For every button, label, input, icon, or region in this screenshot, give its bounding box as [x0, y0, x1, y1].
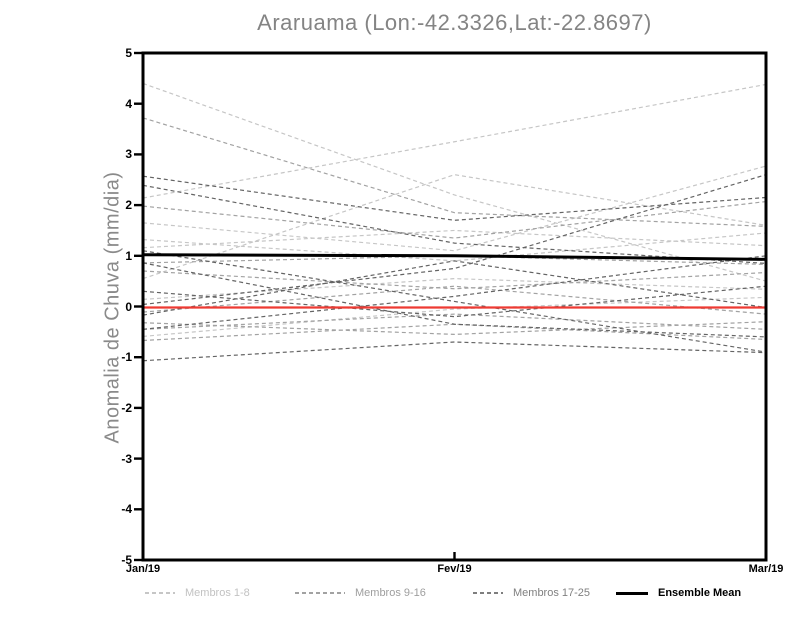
member-line-membros-1-8-1	[142, 82, 767, 282]
member-line-membros-1-8-8	[142, 296, 767, 338]
member-line-membros-17-25-4	[142, 260, 767, 316]
member-line-membros-1-8-3	[142, 165, 767, 252]
x-tick-label-Mar-19: Mar/19	[748, 563, 784, 575]
chart-title: Araruama (Lon:-42.3326,Lat:-22.8697)	[257, 10, 652, 35]
ensemble-mean-line	[142, 253, 767, 261]
member-line-membros-9-16-1	[142, 117, 767, 227]
member-line-membros-17-25-3	[142, 174, 767, 306]
member-line-membros-17-25-7	[142, 341, 767, 362]
member-line-membros-1-8-2	[142, 83, 767, 199]
member-line-membros-1-8-5	[142, 229, 767, 249]
member-line-membros-17-25-1	[142, 175, 767, 221]
legend-dashed-line-swatch	[145, 592, 175, 594]
member-line-membros-1-8-7	[142, 278, 767, 301]
member-line-membros-9-16-5	[142, 285, 767, 315]
legend-item-3: Membros 17-25	[473, 586, 590, 600]
member-line-membros-17-25-9	[142, 285, 767, 318]
member-line-membros-9-16-2	[142, 200, 767, 239]
y-tick-label--4: -4	[121, 502, 132, 517]
member-line-membros-1-8-6	[142, 174, 767, 280]
y-tick-label--2: -2	[121, 400, 132, 415]
member-line-membros-1-8-4	[142, 232, 767, 262]
legend-item-1: Membros 1-8	[145, 586, 250, 600]
legend-dashed-line-swatch	[473, 592, 503, 594]
member-line-membros-17-25-5	[142, 250, 767, 353]
y-tick-label-3: 3	[125, 147, 132, 162]
y-tick-label--3: -3	[121, 451, 132, 466]
x-tick-label-Fev-19: Fev/19	[437, 563, 472, 575]
legend-item-2: Membros 9-16	[295, 586, 426, 600]
legend-label: Ensemble Mean	[658, 586, 742, 599]
member-line-membros-17-25-8	[142, 262, 767, 338]
member-line-membros-17-25-2	[142, 184, 767, 265]
y-tick-label--1: -1	[121, 350, 132, 365]
y-tick-label-2: 2	[125, 198, 132, 213]
member-line-membros-9-16-6	[142, 321, 767, 335]
y-tick-label-5: 5	[125, 46, 132, 60]
legend-solid-line-swatch	[616, 591, 648, 595]
legend-item-4: Ensemble Mean	[616, 586, 741, 600]
legend-label: Membros 1-8	[185, 586, 250, 599]
member-line-membros-17-25-6	[142, 255, 767, 330]
legend-label: Membros 17-25	[513, 586, 591, 599]
x-tick-label-Jan-19: Jan/19	[125, 563, 161, 575]
member-line-membros-9-16-4	[142, 270, 767, 290]
y-tick-label-4: 4	[125, 96, 132, 111]
member-line-membros-9-16-7	[142, 313, 767, 330]
y-tick-label--5: -5	[121, 553, 132, 567]
legend-label: Membros 9-16	[355, 586, 426, 599]
legend-dashed-line-swatch	[295, 592, 345, 594]
y-tick-label-1: 1	[125, 248, 132, 263]
y-tick-label-0: 0	[125, 299, 132, 314]
